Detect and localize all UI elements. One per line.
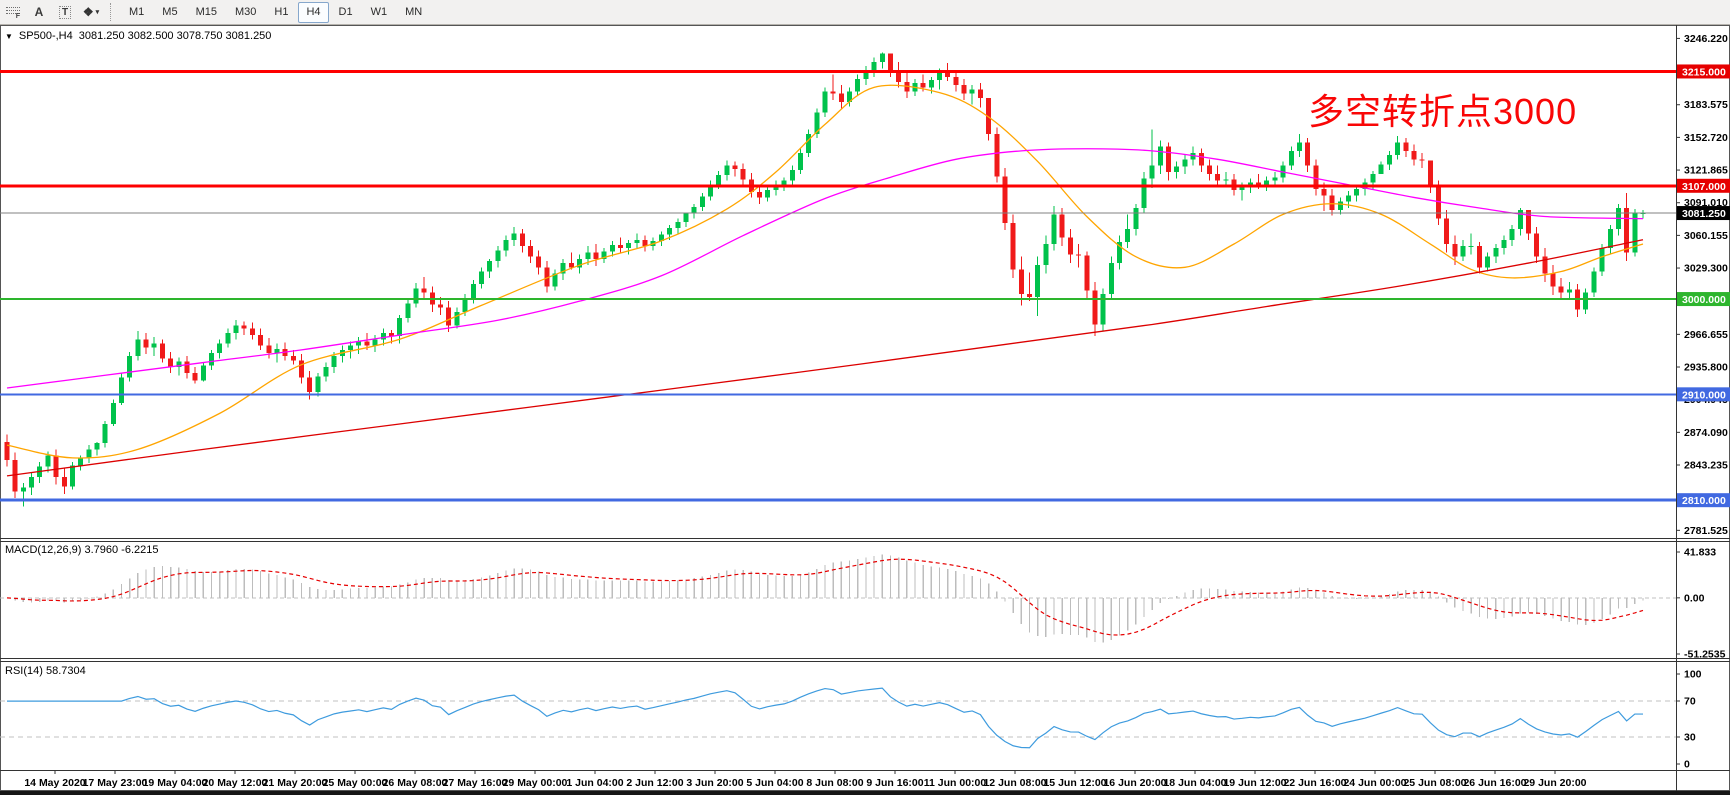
price-badge-label: 3107.000 (1682, 181, 1726, 193)
chart-window: 3246.220 3183.575 3152.720 3121.865 3091.010… (0, 25, 1730, 795)
time-tick-label: 14 May 2020 (24, 777, 85, 789)
time-tick-label: 24 Jun 00:00 (1343, 777, 1406, 789)
rsi-tick-label: 100 (1684, 669, 1702, 681)
time-tick-label: 22 Jun 16:00 (1283, 777, 1346, 789)
text-label-tool-button[interactable]: T (53, 2, 77, 22)
time-tick-label: 25 Jun 08:00 (1403, 777, 1466, 789)
price-tick-label: 3152.720 (1684, 132, 1728, 144)
price-badge (1677, 387, 1730, 402)
price-badge-label: 3081.250 (1682, 208, 1726, 220)
price-badge (1677, 493, 1730, 508)
time-tick-label: 17 May 23:00 (83, 777, 148, 789)
price-tick-label: 2781.525 (1684, 525, 1728, 537)
rsi-layer (0, 687, 1676, 749)
time-tick-label: 19 Jun 12:00 (1223, 777, 1286, 789)
macd-tick-label: 0.00 (1684, 592, 1705, 604)
rsi-line (7, 687, 1644, 749)
panel-frame (0, 25, 1730, 791)
macd-indicator-label: MACD(12,26,9) 3.7960 -6.2215 (5, 544, 159, 556)
price-badge-label: 2910.000 (1682, 389, 1726, 401)
price-badge (1677, 206, 1730, 221)
time-tick-label: 27 May 16:00 (443, 777, 508, 789)
timeframe-m15[interactable]: M15 (195, 6, 217, 18)
text-tool-button[interactable]: A (27, 2, 51, 22)
toolbar: F A T ❖ ▾ M1 M5 M15 M30 H1 H4 D1 W1 MN (0, 0, 1730, 25)
timeframe-group: M1 M5 M15 M30 H1 H4 D1 W1 MN (120, 1, 431, 23)
chevron-down-icon[interactable]: ▼ (5, 31, 13, 41)
text-label-icon: T (58, 5, 72, 19)
timeframe-m1[interactable]: M1 (129, 6, 145, 18)
timeframe-m5[interactable]: M5 (162, 6, 178, 18)
time-tick-label: 19 May 04:00 (143, 777, 208, 789)
price-tick-label: 2874.090 (1684, 427, 1728, 439)
ma-slow-red (6, 239, 1644, 477)
ma-mid-magenta (6, 148, 1644, 389)
time-tick-label: 26 May 08:00 (383, 777, 448, 789)
time-tick-label: 2 Jun 12:00 (626, 777, 683, 789)
rsi-tick-label: 0 (1684, 759, 1690, 771)
price-badge-label: 2810.000 (1682, 495, 1726, 507)
price-tick-label: 2843.235 (1684, 460, 1728, 472)
price-badge-label: 3000.000 (1682, 294, 1726, 306)
time-tick-label: 25 May 00:00 (323, 777, 388, 789)
time-tick-label: 1 Jun 04:00 (566, 777, 623, 789)
rsi-indicator-label: RSI(14) 58.7304 (5, 665, 86, 677)
price-tick-label: 3121.865 (1684, 165, 1728, 177)
chart-text-annotation[interactable]: 多空转折点3000 (1308, 91, 1578, 132)
price-tick-label: 3029.300 (1684, 263, 1728, 275)
time-tick-label: 16 Jun 20:00 (1103, 777, 1166, 789)
timeframe-mn[interactable]: MN (405, 6, 423, 18)
symbol-header[interactable]: ▼ SP500-,H4 3081.250 3082.500 3078.750 3… (5, 30, 271, 42)
price-tick-label: 2935.800 (1684, 362, 1728, 374)
ma-fast-orange (6, 84, 1644, 459)
time-tick-label: 11 Jun 00:00 (924, 777, 987, 789)
time-tick-label: 29 Jun 20:00 (1523, 777, 1586, 789)
macd-tick-label: 41.833 (1684, 547, 1716, 559)
price-badge (1677, 292, 1730, 307)
rsi-tick-label: 70 (1684, 696, 1696, 708)
fibonacci-tool-button[interactable]: F (1, 2, 25, 22)
time-tick-label: 21 May 20:00 (263, 777, 328, 789)
time-tick-label: 12 Jun 08:00 (983, 777, 1046, 789)
timeframe-w1[interactable]: W1 (370, 6, 388, 18)
price-tick-label: 3246.220 (1684, 33, 1728, 45)
time-tick-label: 18 Jun 04:00 (1163, 777, 1226, 789)
arrows-tool-button[interactable]: ❖ ▾ (79, 2, 103, 22)
price-badge-label: 3215.000 (1682, 66, 1726, 78)
time-tick-label: 15 Jun 12:00 (1043, 777, 1106, 789)
text-icon: A (34, 5, 44, 19)
price-axis[interactable]: 3246.2203183.5753152.7203121.8653091.010… (1676, 33, 1728, 771)
time-tick-label: 29 May 00:00 (503, 777, 568, 789)
arrows-icon: ❖ (82, 5, 94, 19)
window-bottom-edge (0, 791, 1730, 795)
timeframe-m30[interactable]: M30 (234, 6, 257, 18)
price-badge (1677, 64, 1730, 79)
chart-canvas[interactable]: 3246.2203183.5753152.7203121.8653091.010… (0, 25, 1730, 795)
price-tick-label: 3060.155 (1684, 230, 1728, 242)
price-badges: 3215.000 3107.000 3000.000 2910.000 2810.000… (1677, 64, 1730, 508)
time-tick-label: 5 Jun 04:00 (746, 777, 803, 789)
chevron-down-icon: ▾ (95, 9, 100, 16)
rsi-tick-label: 30 (1684, 732, 1696, 744)
time-tick-label: 9 Jun 16:00 (866, 777, 923, 789)
price-tick-label: 3183.575 (1684, 99, 1728, 111)
symbol-period-label: SP500-,H4 (18, 30, 73, 42)
macd-histogram (0, 554, 1676, 643)
timeframe-h4[interactable]: H4 (298, 1, 329, 23)
time-tick-label: 3 Jun 20:00 (686, 777, 743, 789)
fibonacci-icon: F (6, 6, 20, 20)
timeframe-h1[interactable]: H1 (274, 6, 289, 18)
time-tick-label: 8 Jun 08:00 (806, 777, 863, 789)
level-lines-layer (0, 69, 1676, 502)
ohlc-readout: 3081.250 3082.500 3078.750 3081.250 (78, 30, 272, 42)
macd-tick-label: -51.2535 (1684, 649, 1726, 661)
time-tick-label: 20 May 12:00 (203, 777, 268, 789)
time-tick-label: 26 Jun 16:00 (1463, 777, 1526, 789)
timeframe-d1[interactable]: D1 (338, 6, 353, 18)
price-tick-label: 2966.655 (1684, 329, 1728, 341)
toolbar-separator (110, 3, 116, 21)
price-badge (1677, 178, 1730, 193)
